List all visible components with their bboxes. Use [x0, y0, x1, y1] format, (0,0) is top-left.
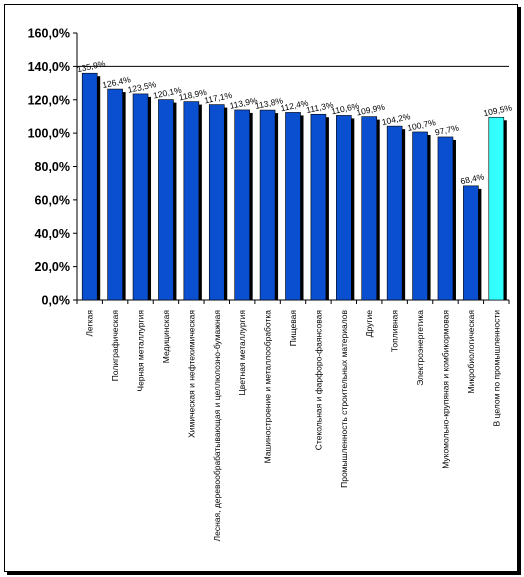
bar-7: [259, 109, 276, 301]
bar-6: [234, 109, 250, 301]
y-tick-label: 20,0%: [35, 260, 70, 274]
category-label: Легкая: [85, 310, 95, 337]
category-label: Лесная, деревообрабатывающая и целлюлозн…: [212, 310, 222, 542]
bar-3: [158, 99, 174, 301]
category-label: Цветная металлургия: [237, 310, 247, 396]
y-tick-label: 0,0%: [42, 294, 71, 308]
bar-8: [285, 112, 301, 301]
category-label: Другие: [364, 310, 374, 337]
category-label: Микробиологическая: [466, 310, 476, 394]
data-label: 135,9%: [76, 58, 107, 74]
y-tick-label: 140,0%: [28, 60, 70, 74]
data-label: 100,7%: [406, 117, 437, 133]
data-label: 97,7%: [434, 123, 460, 138]
bar-2: [132, 93, 149, 301]
bar-0: [81, 72, 98, 301]
category-label: Медицинская: [161, 310, 171, 364]
category-label: Пищевая: [288, 310, 298, 347]
y-tick-label: 80,0%: [35, 160, 70, 174]
category-label: Стекольная и фарфоро-фаянсовая: [313, 310, 323, 451]
bar-12: [386, 125, 403, 301]
y-tick-label: 160,0%: [28, 27, 70, 41]
category-label: Мукомольно-крупяная и комбикормовая: [440, 310, 450, 469]
category-label: В целом по промышленности: [491, 310, 501, 427]
axis-layer: 0,0% 20,0% 40,0% 60,0% 80,0% 100,0% 120,0% 140,…: [28, 27, 510, 308]
y-tick-label: 100,0%: [28, 127, 70, 141]
bar-5: [208, 104, 225, 301]
category-label: Химическая и нефтехимическая: [186, 310, 196, 438]
category-label: Топливная: [390, 310, 400, 353]
bar-11: [361, 116, 378, 301]
bar-chart: 0,0% 20,0% 40,0% 60,0% 80,0% 100,0% 120,0% 140,…: [28, 27, 514, 542]
bar-13: [412, 131, 428, 301]
category-label: Электроэнергетика: [415, 310, 425, 386]
category-label: Машиностроение и металлообработка: [263, 310, 273, 464]
category-label: Полиграфическая: [110, 310, 120, 382]
y-tick-label: 60,0%: [35, 193, 70, 207]
bar-16: [488, 116, 505, 301]
bar-4: [183, 101, 200, 301]
bar-14: [437, 136, 454, 301]
y-tick-label: 120,0%: [28, 93, 70, 107]
bar-9: [310, 113, 327, 301]
bar-15: [463, 185, 479, 301]
chart-frame: 0,0% 20,0% 40,0% 60,0% 80,0% 100,0% 120,0% 140,…: [4, 4, 518, 572]
y-tick-label: 40,0%: [35, 227, 70, 241]
data-label: 68,4%: [459, 171, 485, 186]
data-label: 109,5%: [483, 102, 514, 118]
bar-10: [336, 115, 352, 301]
category-label: Промышленность строительных материалов: [339, 310, 349, 488]
bar-1: [107, 88, 123, 301]
data-label: 109,9%: [355, 102, 386, 118]
category-label: Черная металлургия: [136, 310, 146, 392]
bar-layer: [81, 72, 507, 301]
